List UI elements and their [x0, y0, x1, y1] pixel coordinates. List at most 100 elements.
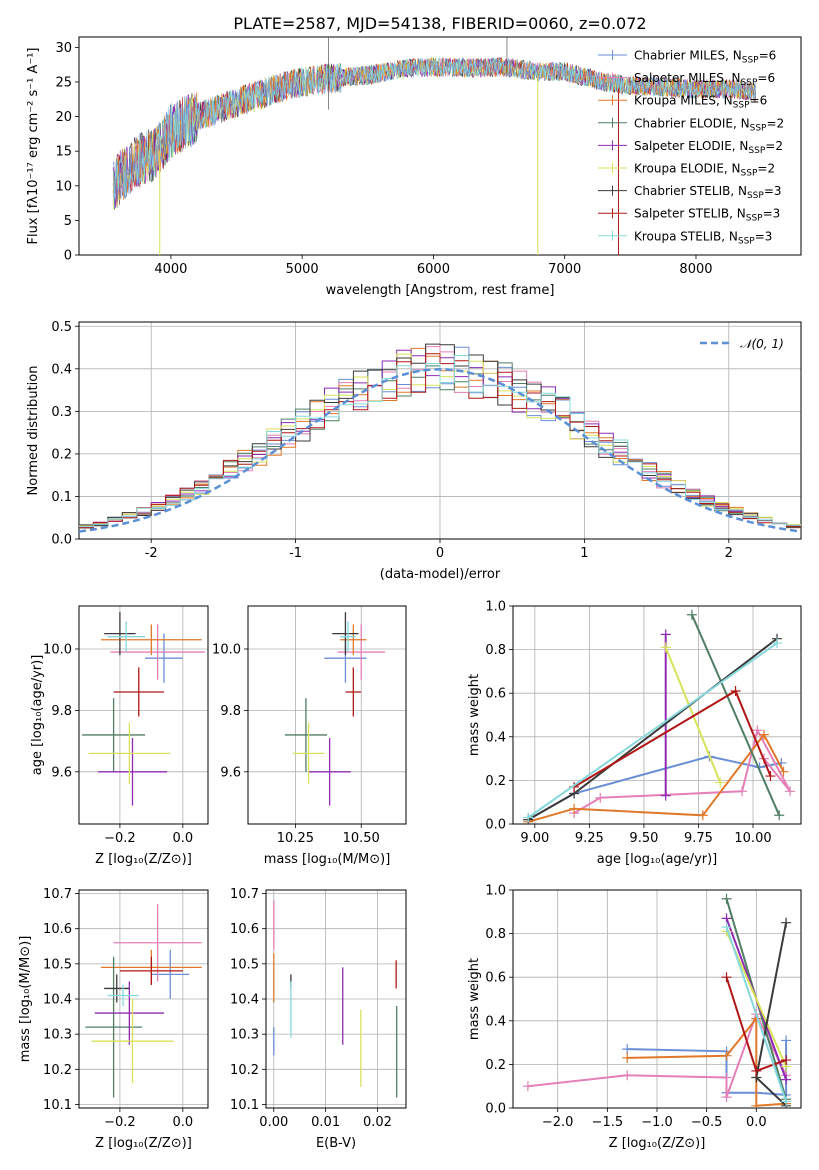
- legend-label: Kroupa ELODIE, NSSP=2: [634, 162, 775, 179]
- errorbar-point: [284, 698, 327, 772]
- errorbar-point: [337, 624, 385, 680]
- legend-label: Chabrier ELODIE, NSSP=2: [634, 116, 784, 133]
- age_vs_mass-errorbars: [284, 612, 385, 806]
- x-tick-label: 0: [436, 546, 444, 561]
- weight-marker: [721, 893, 732, 904]
- x-tick-label: 9.25: [575, 831, 604, 846]
- errorbar-point: [145, 633, 183, 683]
- age_vs_Z-errorbars: [82, 612, 205, 806]
- x-tick-label: 0.02: [363, 1115, 392, 1130]
- x-tick-label: 0.01: [311, 1115, 340, 1130]
- weight-series: [721, 922, 792, 1107]
- errorbar-point: [82, 698, 146, 772]
- weight-marker: [730, 686, 741, 697]
- legend-label: Kroupa MILES, NSSP=6: [634, 94, 767, 111]
- weight-marker: [781, 1096, 792, 1107]
- x-axis-label: mass [log₁₀(M/M⊙)]: [264, 852, 391, 867]
- x-tick-label: −1.5: [592, 1115, 624, 1130]
- y-tick-label: 10.4: [230, 993, 259, 1008]
- y-tick-label: 0.1: [51, 490, 72, 505]
- weight-marker: [778, 766, 789, 777]
- mass_vs_Z-errorbars: [85, 904, 202, 1098]
- errorbar-point: [308, 738, 351, 806]
- mass_vs_Z-grid: [79, 890, 208, 1108]
- x-tick-label: 5000: [286, 262, 319, 277]
- y-tick-label: 1.0: [485, 884, 506, 899]
- x-axis-label: Z [log₁₀(Z/Z⊙)]: [95, 852, 192, 867]
- y-axis-label: mass weight: [467, 958, 482, 1040]
- weight-marker: [660, 629, 671, 640]
- weight-line: [527, 642, 778, 819]
- y-tick-label: 10.1: [230, 1098, 259, 1113]
- weight-marker: [569, 803, 580, 814]
- y-tick-label: 10.0: [212, 642, 241, 657]
- weight-marker: [622, 1044, 633, 1055]
- y-tick-label: 10.5: [43, 957, 72, 972]
- errorbar-point: [110, 624, 205, 680]
- y-tick-label: 10.6: [43, 922, 72, 937]
- weight_vs_age-series: [523, 609, 796, 824]
- weight-series: [569, 686, 776, 792]
- y-tick-label: 9.8: [51, 704, 72, 719]
- weight-marker: [752, 725, 763, 736]
- x-axis-label: E(B-V): [316, 1136, 356, 1151]
- figure-title: PLATE=2587, MJD=54138, FIBERID=0060, z=0…: [233, 14, 646, 33]
- y-axis-label: Flux [fλ10⁻¹⁷ erg cm⁻² s⁻¹ A⁻¹]: [26, 48, 41, 245]
- weight-marker: [721, 1050, 732, 1061]
- x-tick-label: 9.50: [629, 831, 658, 846]
- x-axis-label: wavelength [Angstrom, rest frame]: [326, 283, 555, 298]
- x-tick-label: 4000: [154, 262, 187, 277]
- y-tick-label: 10.4: [43, 993, 72, 1008]
- x-tick-label: 0.00: [259, 1115, 288, 1130]
- spectrum-line: [112, 56, 757, 201]
- x-tick-label: −0.2: [104, 831, 136, 846]
- x-tick-label: 9.75: [684, 831, 713, 846]
- x-tick-label: 0.0: [172, 1115, 193, 1130]
- y-tick-label: 9.8: [220, 704, 241, 719]
- y-tick-label: 0: [64, 249, 72, 264]
- legend-label: Chabrier MILES, NSSP=6: [634, 49, 776, 66]
- x-tick-label: 7000: [548, 262, 581, 277]
- mass_vs_Z-frame: [78, 889, 209, 1109]
- errorbar-point: [91, 999, 174, 1084]
- y-tick-label: 10.2: [43, 1063, 72, 1078]
- weight_vs_age-axes: 9.00 9.25 9.50 9.75 10.00 0.0 0.2 0.4 0.6 0.8 1.0 a…: [467, 600, 802, 867]
- weight-marker: [737, 786, 748, 797]
- weight-marker: [781, 1074, 792, 1085]
- errorbar-point: [332, 612, 359, 656]
- residuals-axes: -2 -1 0 1 2 0.0 0.1 0.2 0.3 0.4 0.5 (data-model)/er…: [26, 320, 802, 582]
- weight-marker: [765, 771, 776, 782]
- weight-marker: [772, 638, 782, 649]
- weight-marker: [721, 913, 732, 924]
- y-tick-label: 10.3: [230, 1028, 259, 1043]
- residual-histogram: [79, 355, 801, 528]
- spectrum-legend: Chabrier MILES, NSSP=6 Salpeter MILES, NS…: [598, 49, 784, 246]
- errorbar-point: [104, 974, 130, 1003]
- y-tick-label: 10.7: [230, 887, 259, 902]
- x-axis-label: (data-model)/error: [380, 567, 501, 582]
- x-tick-label: −0.5: [691, 1115, 723, 1130]
- age_vs_mass-grid: [248, 606, 406, 824]
- x-tick-label: -2: [145, 546, 158, 561]
- y-tick-label: 9.6: [220, 765, 241, 780]
- y-tick-label: 0.0: [51, 533, 72, 548]
- y-tick-label: 10: [55, 179, 72, 194]
- y-tick-label: 10.1: [43, 1098, 72, 1113]
- x-tick-label: 10.00: [734, 831, 771, 846]
- y-tick-label: 0.4: [485, 730, 506, 745]
- mass_vs_EBV-axes: 0.00 0.01 0.02 10.1 10.2 10.3 10.4 10.5 10.6 10.7…: [230, 887, 407, 1151]
- weight-marker: [721, 1092, 732, 1103]
- y-tick-label: 0.2: [485, 1058, 506, 1073]
- y-tick-label: 10.7: [43, 887, 72, 902]
- y-tick-label: 0.0: [485, 1102, 506, 1117]
- spectrum-series: [112, 37, 757, 255]
- y-tick-label: 20: [55, 110, 72, 125]
- weight-series: [523, 729, 789, 824]
- age_vs_Z-axes: −0.2 0.0 9.6 9.8 10.0 Z [log₁₀(Z/Z⊙)] age [log…: [30, 605, 209, 867]
- weight-series: [686, 609, 785, 821]
- legend-label: Salpeter ELODIE, NSSP=2: [634, 139, 783, 156]
- errorbar-point: [97, 738, 168, 806]
- legend-label: Chabrier STELIB, NSSP=3: [634, 184, 782, 201]
- residuals-frame: [78, 321, 802, 540]
- y-tick-label: 15: [55, 145, 72, 160]
